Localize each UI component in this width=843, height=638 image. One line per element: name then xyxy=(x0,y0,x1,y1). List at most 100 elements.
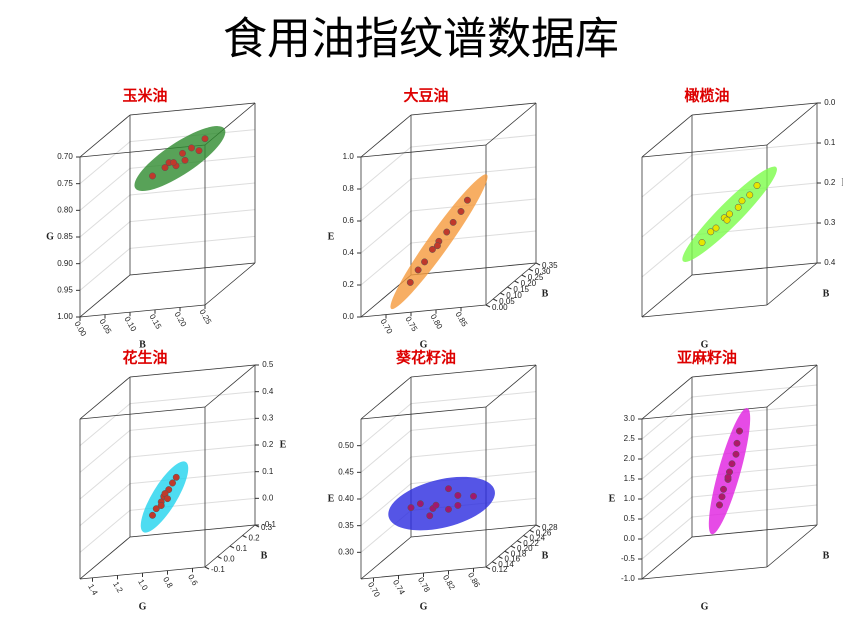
box-edge xyxy=(485,262,537,306)
y-tick xyxy=(500,292,505,296)
data-point xyxy=(169,479,176,487)
x-tick-label: 0.70 xyxy=(379,317,395,335)
grid-line xyxy=(410,417,537,431)
y-tick xyxy=(510,545,516,549)
y-tick xyxy=(242,535,247,538)
grid-line xyxy=(641,476,693,520)
grid-line xyxy=(129,391,256,405)
data-point xyxy=(406,278,414,286)
x-tick-label: 0.75 xyxy=(404,315,420,333)
box-edge xyxy=(360,376,412,420)
box-edge xyxy=(641,536,693,580)
box-edge xyxy=(204,364,256,408)
y-tick xyxy=(229,545,235,549)
data-point xyxy=(443,228,451,236)
box-edge xyxy=(641,144,768,158)
y-tick-label: 0.12 xyxy=(492,565,508,574)
box-edge xyxy=(691,262,818,276)
grid-line xyxy=(641,194,693,238)
x-tick-label: 0.80 xyxy=(429,313,445,331)
y-tick xyxy=(485,304,491,308)
chart-title: 亚麻籽油 xyxy=(677,348,737,366)
chart-title: 大豆油 xyxy=(403,86,448,104)
data-point xyxy=(734,203,742,211)
z-tick-label: 0.0 xyxy=(262,493,274,502)
x-tick-label: 0.25 xyxy=(198,308,214,326)
data-point xyxy=(716,501,723,509)
data-point xyxy=(724,473,732,481)
box-edge xyxy=(485,102,537,146)
grid-line xyxy=(410,391,537,405)
z-tick-label: 0.5 xyxy=(262,360,274,369)
box-edge xyxy=(129,262,256,276)
y-tick xyxy=(528,268,534,272)
y-tick xyxy=(514,280,519,284)
grid-line xyxy=(129,209,256,223)
grid-line xyxy=(360,429,412,473)
data-point xyxy=(746,191,754,199)
y-tick-label: 0.10 xyxy=(506,291,522,300)
data-point xyxy=(728,460,736,468)
y-tick-label: 0.00 xyxy=(492,303,508,312)
y-tick xyxy=(507,286,512,290)
box-edge xyxy=(641,566,768,580)
data-point xyxy=(457,208,465,215)
y-tick xyxy=(529,529,534,533)
grid-line xyxy=(641,496,693,540)
data-point xyxy=(149,511,156,519)
y-tick xyxy=(204,566,210,570)
data-point xyxy=(172,473,180,481)
data-point xyxy=(732,450,740,458)
chart-title: 葵花籽油 xyxy=(396,348,456,366)
grid-line xyxy=(691,142,818,156)
x-tick-label: 0.20 xyxy=(173,310,189,328)
grid-line xyxy=(79,483,131,527)
data-point xyxy=(157,502,165,509)
y-tick-label: 0.28 xyxy=(542,523,558,532)
z-axis-label: E xyxy=(609,493,616,504)
z-tick-label: 0.1 xyxy=(262,467,274,476)
z-tick-label: -1.0 xyxy=(621,574,635,583)
y-tick xyxy=(535,524,541,528)
z-tick-label: 0.6 xyxy=(343,216,355,225)
box-edge xyxy=(360,144,487,158)
z-tick-label: 0.1 xyxy=(824,138,836,147)
y-tick xyxy=(492,298,498,302)
y-tick-label: 0.25 xyxy=(528,273,544,282)
data-point xyxy=(161,164,169,172)
x-tick-label: 0.00 xyxy=(73,320,89,338)
box-edge xyxy=(79,114,131,158)
z-tick-label: 2.5 xyxy=(624,434,636,443)
box-edge xyxy=(79,304,206,318)
x-axis-label: G xyxy=(420,601,428,612)
grid-line xyxy=(360,403,412,447)
box-edge xyxy=(766,524,818,568)
x-tick-label: 0.05 xyxy=(98,317,114,335)
z-tick-label: 0.0 xyxy=(343,312,355,321)
z-axis-label: G xyxy=(46,231,54,242)
z-tick-label: 0.75 xyxy=(57,179,73,188)
data-point xyxy=(149,172,156,180)
box-edge xyxy=(360,114,412,158)
y-tick-label: 0.24 xyxy=(530,534,546,543)
x-tick-label: 1.4 xyxy=(86,583,100,598)
box-edge xyxy=(485,364,537,408)
x-tick-label: 1.2 xyxy=(111,580,125,595)
grid-line xyxy=(360,456,412,500)
data-point xyxy=(188,144,195,152)
data-point xyxy=(414,266,422,274)
box-edge xyxy=(79,274,131,318)
data-point xyxy=(201,135,209,143)
grid-line xyxy=(410,444,537,458)
data-point xyxy=(407,504,415,512)
data-point xyxy=(445,505,452,513)
box-edge xyxy=(766,102,818,146)
grid-line xyxy=(410,166,537,180)
y-tick xyxy=(504,550,509,554)
grid-line xyxy=(79,509,131,553)
box-edge xyxy=(691,364,818,378)
grid-line xyxy=(129,444,256,458)
data-point xyxy=(164,495,171,503)
z-tick-label: 0.3 xyxy=(262,413,274,422)
